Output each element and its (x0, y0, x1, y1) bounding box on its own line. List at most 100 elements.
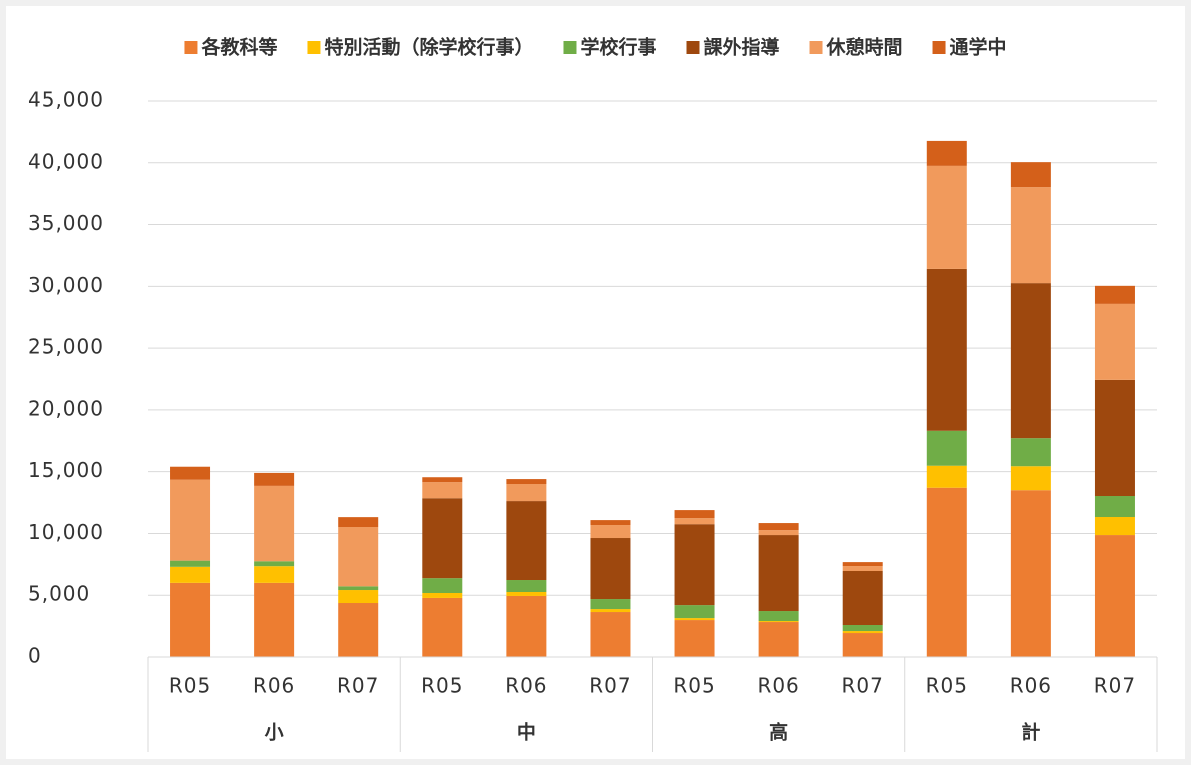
legend-label: 各教科等 (200, 36, 277, 59)
bar-segment (927, 488, 967, 657)
bar-segment (675, 605, 715, 618)
bar-segment (843, 631, 883, 633)
legend-swatch (933, 41, 946, 54)
bar-segment (675, 524, 715, 605)
bar-segment (422, 482, 462, 498)
bar-segment (675, 618, 715, 620)
group-label: 小 (265, 722, 284, 744)
x-tick-label: R05 (926, 674, 968, 698)
x-tick-label: R06 (253, 674, 295, 698)
bar-segment (506, 501, 546, 580)
x-tick-label: R07 (1094, 674, 1136, 698)
bar-segment (759, 622, 799, 657)
y-tick-label: 15,000 (28, 458, 104, 482)
y-tick-label: 20,000 (28, 396, 104, 420)
bar-segment (1011, 283, 1051, 438)
group-label: 計 (1021, 721, 1040, 744)
bar-segment (1095, 496, 1135, 517)
bar-segment (1095, 304, 1135, 380)
bar-segment (843, 633, 883, 657)
x-tick-label: R05 (421, 674, 463, 698)
bar-segment (170, 583, 210, 657)
x-tick-label: R06 (757, 674, 799, 698)
bar-segment (675, 510, 715, 518)
bar-segment (927, 431, 967, 466)
legend-label: 課外指導 (704, 36, 780, 59)
bar-segment (506, 484, 546, 501)
x-tick-label: R07 (842, 674, 884, 698)
bar-segment (1011, 438, 1051, 466)
legend-swatch (184, 41, 197, 54)
legend-swatch (687, 41, 700, 54)
bar-segment (254, 561, 294, 566)
legend-label: 通学中 (950, 36, 1007, 59)
bar-segment (1095, 286, 1135, 304)
bar-segment (170, 561, 210, 567)
legend-swatch (563, 41, 576, 54)
bar-segment (338, 586, 378, 590)
bar-segment (338, 517, 378, 527)
bar-segment (254, 486, 294, 561)
bar-segment (506, 596, 546, 657)
x-tick-label: R06 (505, 674, 547, 698)
y-tick-label: 0 (28, 644, 42, 668)
bar-segment (590, 538, 630, 599)
legend-label: 休憩時間 (826, 36, 903, 59)
group-label: 中 (517, 721, 536, 744)
bar-segment (254, 583, 294, 657)
y-tick-label: 5,000 (28, 582, 90, 606)
bar-segment (254, 473, 294, 486)
legend-label: 特別活動（除学校行事） (324, 36, 533, 59)
bar-segment (843, 562, 883, 566)
bar-segment (170, 467, 210, 480)
bar-segment (506, 479, 546, 484)
x-tick-label: R05 (673, 674, 715, 698)
bar-segment (759, 621, 799, 622)
bar-segment (590, 612, 630, 657)
y-tick-label: 45,000 (28, 88, 104, 112)
bar-segment (506, 592, 546, 596)
bar-segment (843, 571, 883, 625)
bar-segment (1011, 187, 1051, 283)
bar-segment (422, 477, 462, 482)
bar-segment (1011, 466, 1051, 490)
legend-swatch (810, 41, 823, 54)
group-label: 高 (769, 721, 788, 744)
bar-segment (590, 609, 630, 612)
bar-segment (590, 520, 630, 525)
y-tick-label: 25,000 (28, 335, 104, 359)
x-tick-label: R07 (589, 674, 631, 698)
bar-segment (1095, 535, 1135, 657)
bar-segment (170, 567, 210, 583)
bar-segment (675, 518, 715, 524)
bar-segment (422, 593, 462, 598)
bar-segment (422, 598, 462, 657)
bar-segment (927, 166, 967, 269)
bar-segment (1011, 490, 1051, 657)
y-tick-label: 30,000 (28, 273, 104, 297)
bar-segment (759, 611, 799, 621)
bar-segment (254, 566, 294, 583)
bar-segment (422, 578, 462, 593)
bar-segment (338, 527, 378, 586)
bar-segment (422, 498, 462, 578)
bar-segment (506, 580, 546, 592)
bar-segment (1095, 517, 1135, 535)
bar-segment (759, 535, 799, 611)
legend-label: 学校行事 (580, 36, 656, 59)
bar-segment (675, 620, 715, 657)
bar-segment (1095, 380, 1135, 496)
y-tick-label: 35,000 (28, 211, 104, 235)
bar-segment (338, 603, 378, 657)
bar-segment (927, 269, 967, 431)
bar-segment (759, 530, 799, 535)
page: {"chart_data": {"type": "stacked_bar", "… (0, 0, 1191, 765)
x-tick-label: R06 (1010, 674, 1052, 698)
bar-segment (759, 523, 799, 530)
bar-segment (927, 141, 967, 166)
chart: 0 5,000 10,000 15,000 20,000 25,000 30,000 35,0… (0, 0, 1191, 765)
bar-segment (843, 566, 883, 571)
bar-segment (1011, 162, 1051, 187)
y-tick-label: 10,000 (28, 520, 104, 544)
x-tick-label: R05 (169, 674, 211, 698)
